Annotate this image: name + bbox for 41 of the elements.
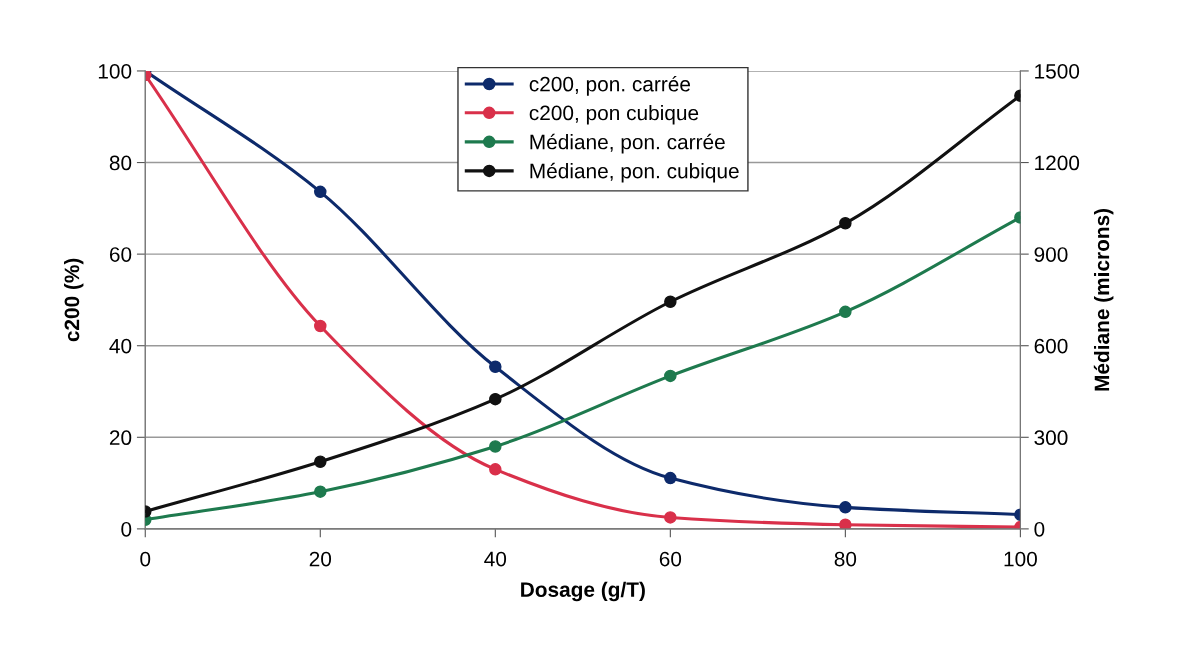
point bbox=[839, 305, 852, 319]
point bbox=[489, 440, 502, 453]
legend-label: c200, pon. carrée bbox=[529, 75, 691, 96]
y2-tick-label: 1200 bbox=[1035, 155, 1080, 171]
y2-tick-label: 300 bbox=[1034, 430, 1068, 446]
x-axis-title: Dosage (g/T) bbox=[521, 581, 645, 602]
point bbox=[314, 455, 327, 468]
legend-label: Médiane, pon. carrée bbox=[530, 133, 725, 154]
point bbox=[314, 485, 327, 498]
legend-label: c200, pon cubique bbox=[529, 105, 699, 125]
point bbox=[839, 217, 852, 230]
y-tick-label: 40 bbox=[109, 338, 132, 354]
point bbox=[489, 463, 502, 476]
point bbox=[664, 369, 677, 383]
point bbox=[839, 518, 852, 529]
point bbox=[664, 471, 677, 485]
y2-tick-label: 0 bbox=[1034, 521, 1045, 537]
x-tick-label: 20 bbox=[309, 551, 332, 567]
point bbox=[664, 511, 677, 524]
y-axis-title: c200 (%) bbox=[64, 258, 84, 342]
y2-tick-label: 900 bbox=[1034, 247, 1068, 262]
point bbox=[489, 392, 502, 406]
y-tick-label: 100 bbox=[98, 63, 132, 79]
y-tick-label: 0 bbox=[121, 521, 132, 537]
y-tick-label: 20 bbox=[109, 430, 132, 446]
x-tick-label: 60 bbox=[659, 551, 682, 567]
point bbox=[489, 360, 502, 374]
y2-axis-title: Médiane (microns) bbox=[1093, 208, 1114, 391]
y2-tick-label: 1500 bbox=[1035, 63, 1080, 79]
point bbox=[839, 501, 852, 514]
x-tick-label: 80 bbox=[834, 551, 857, 567]
point bbox=[314, 185, 327, 199]
point bbox=[664, 295, 677, 309]
y-tick-label: 60 bbox=[109, 247, 132, 262]
legend-label: Médiane, pon. cubique bbox=[530, 162, 739, 183]
y2-tick-label: 600 bbox=[1034, 338, 1068, 354]
x-tick-label: 100 bbox=[1004, 551, 1037, 567]
x-tick-label: 40 bbox=[484, 551, 507, 567]
y-tick-label: 80 bbox=[109, 155, 132, 171]
x-tick-label: 0 bbox=[140, 551, 151, 567]
point bbox=[314, 319, 327, 333]
